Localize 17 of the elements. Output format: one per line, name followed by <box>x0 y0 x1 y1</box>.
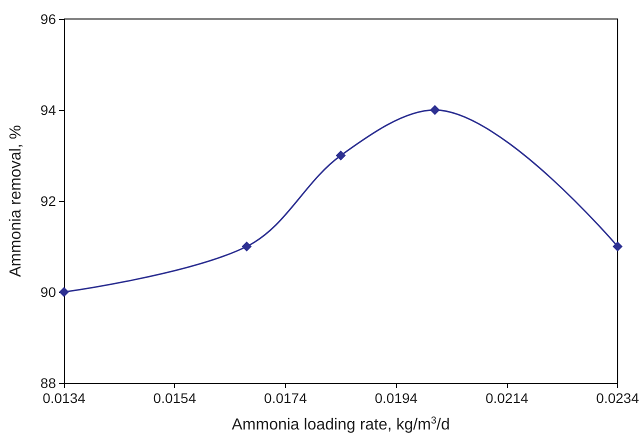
y-tick-label: 90 <box>40 284 56 300</box>
x-tick-label: 0.0214 <box>485 390 528 406</box>
x-tick-label: 0.0134 <box>42 390 86 406</box>
y-tick-label: 92 <box>40 193 56 209</box>
x-tick-label: 0.0174 <box>264 390 308 406</box>
y-tick-label: 94 <box>40 102 56 118</box>
x-tick-label: 0.0234 <box>596 390 640 406</box>
point <box>612 242 623 252</box>
point <box>336 150 346 160</box>
x-tick-label: 0.0154 <box>153 390 196 406</box>
point <box>59 287 69 297</box>
y-tick-label: 88 <box>40 375 56 391</box>
y-axis-title: Ammonia removal, % <box>8 124 24 278</box>
point <box>430 105 440 115</box>
y-tick-label: 96 <box>40 11 56 27</box>
point <box>242 242 252 252</box>
x-tick-label: 0.0194 <box>374 390 418 406</box>
